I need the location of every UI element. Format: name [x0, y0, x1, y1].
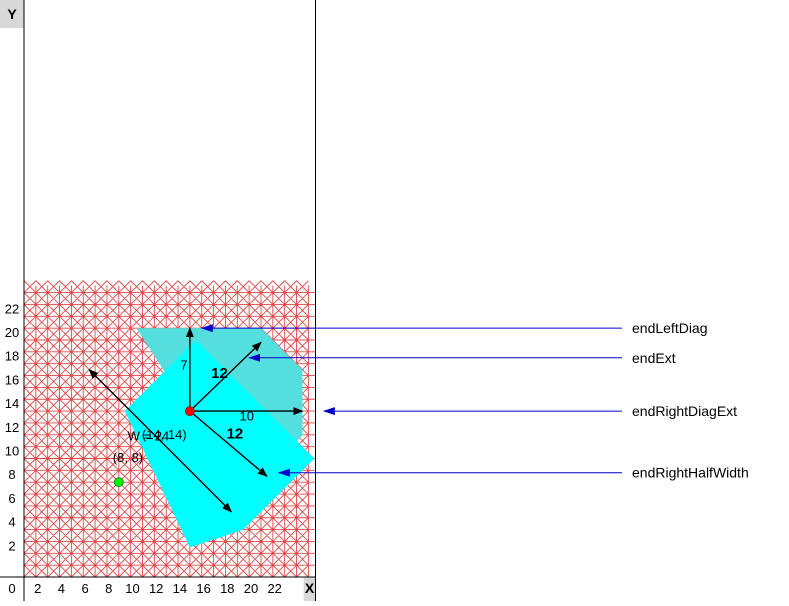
callout-label-3: endRightHalfWidth — [632, 465, 749, 481]
dimension-label-3: 12 — [227, 425, 244, 442]
x-tick-label: 10 — [125, 581, 139, 596]
x-tick-label: 18 — [220, 581, 234, 596]
x-tick-label: 16 — [196, 581, 210, 596]
x-tick-label: 12 — [149, 581, 163, 596]
y-tick-label: 16 — [5, 372, 19, 387]
y-tick-label: 8 — [8, 467, 15, 482]
callout-label-2: endRightDiagExt — [632, 403, 737, 419]
sample-point — [113, 477, 124, 488]
x-tick-label: 22 — [267, 581, 281, 596]
sample-point-label: (8, 8) — [113, 450, 143, 465]
callout-label-1: endExt — [632, 350, 676, 366]
y-tick-label: 6 — [8, 491, 15, 506]
y-tick-label: 10 — [5, 444, 19, 459]
y-tick-label: 18 — [5, 349, 19, 364]
x-tick-label: 2 — [34, 581, 41, 596]
x-tick-label: 6 — [81, 581, 88, 596]
x-tick-label: 8 — [105, 581, 112, 596]
dimension-label-4: W = 24 — [128, 429, 170, 444]
center-point — [184, 406, 195, 417]
x-axis-band — [0, 577, 316, 601]
x-axis-header — [303, 577, 316, 601]
y-tick-label: 14 — [5, 396, 19, 411]
center-point-label: (14, 14) — [142, 427, 187, 442]
dimension-label-2: 10 — [240, 409, 254, 424]
callout-label-0: endLeftDiag — [632, 320, 708, 336]
dimension-label-0: 7 — [180, 358, 187, 373]
callouts: endLeftDiag endExt endRightDiagExt endRight… — [200, 320, 749, 481]
origin-label: 0 — [8, 581, 15, 596]
x-tick-label: 4 — [58, 581, 65, 596]
x-tick-label: 20 — [244, 581, 258, 596]
y-tick-label: 4 — [8, 515, 15, 530]
dimension-arrow-4 — [88, 368, 233, 513]
dimension-label-1: 12 — [211, 365, 228, 382]
y-tick-label: 12 — [5, 420, 19, 435]
y-axis-header — [0, 0, 24, 28]
y-tick-label: 2 — [8, 538, 15, 553]
y-tick-label: 20 — [5, 325, 19, 340]
y-axis-band — [0, 0, 24, 601]
y-axis-label: Y — [7, 6, 17, 22]
x-tick-label: 14 — [173, 581, 187, 596]
x-axis-label: X — [305, 580, 315, 596]
y-tick-label: 22 — [5, 301, 19, 316]
